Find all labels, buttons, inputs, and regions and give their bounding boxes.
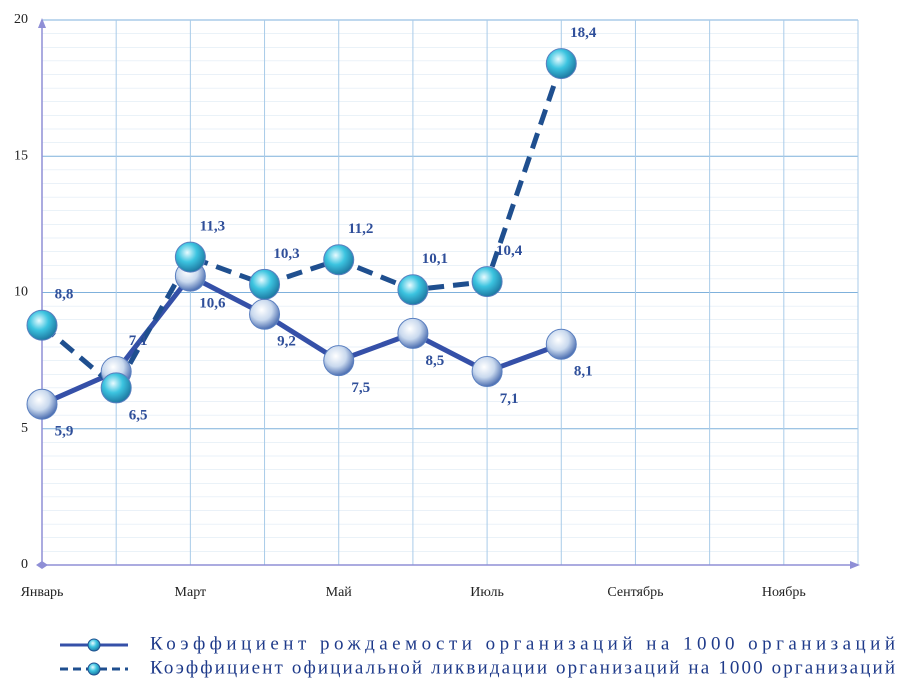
y-tick-label: 20 [14,12,28,27]
y-tick-label: 15 [14,148,28,163]
point [323,345,355,377]
point [323,244,355,276]
point [471,266,503,298]
x-tick-label: Июль [470,585,504,600]
legend-label: Коэффициент рождаемости организаций на 1… [150,633,895,654]
y-tick-label: 10 [14,285,28,300]
x-tick-label: Сентябрь [607,585,663,600]
value-label: 7,5 [351,380,370,396]
axis-arrow [850,561,860,569]
point [100,372,132,404]
x-tick-label: Ноябрь [762,585,806,600]
y-tick-label: 0 [21,557,28,572]
axis-arrow [38,18,46,28]
value-label: 7,1 [129,333,148,349]
point [26,388,58,420]
point [397,317,429,349]
value-label: 10,6 [199,296,226,312]
point [545,328,577,360]
value-label: 8,5 [426,353,445,369]
value-label: 11,3 [200,219,225,235]
point [26,309,58,341]
point [545,48,577,80]
x-tick-label: Январь [21,585,64,600]
value-label: 8,8 [55,287,74,303]
value-label: 10,1 [422,251,448,267]
point [249,298,281,330]
x-tick-label: Май [326,585,353,600]
legend-marker [87,662,101,676]
value-label: 7,1 [500,391,519,407]
y-tick-label: 5 [21,421,28,436]
value-label: 18,4 [570,25,597,41]
value-label: 6,5 [129,407,148,423]
series-line [40,62,564,391]
axis-origin [36,561,48,569]
value-label: 11,2 [348,221,373,237]
x-tick-label: Март [175,585,207,600]
legend-label: Коэффициент официальной ликвидации орган… [150,657,895,678]
point [471,356,503,388]
point [397,274,429,306]
value-label: 5,9 [55,424,74,440]
value-label: 8,1 [574,364,593,380]
value-label: 10,3 [273,246,299,262]
legend-marker [87,638,101,652]
point [174,241,206,273]
point [249,268,281,300]
value-label: 9,2 [277,334,296,350]
value-label: 10,4 [496,243,523,259]
